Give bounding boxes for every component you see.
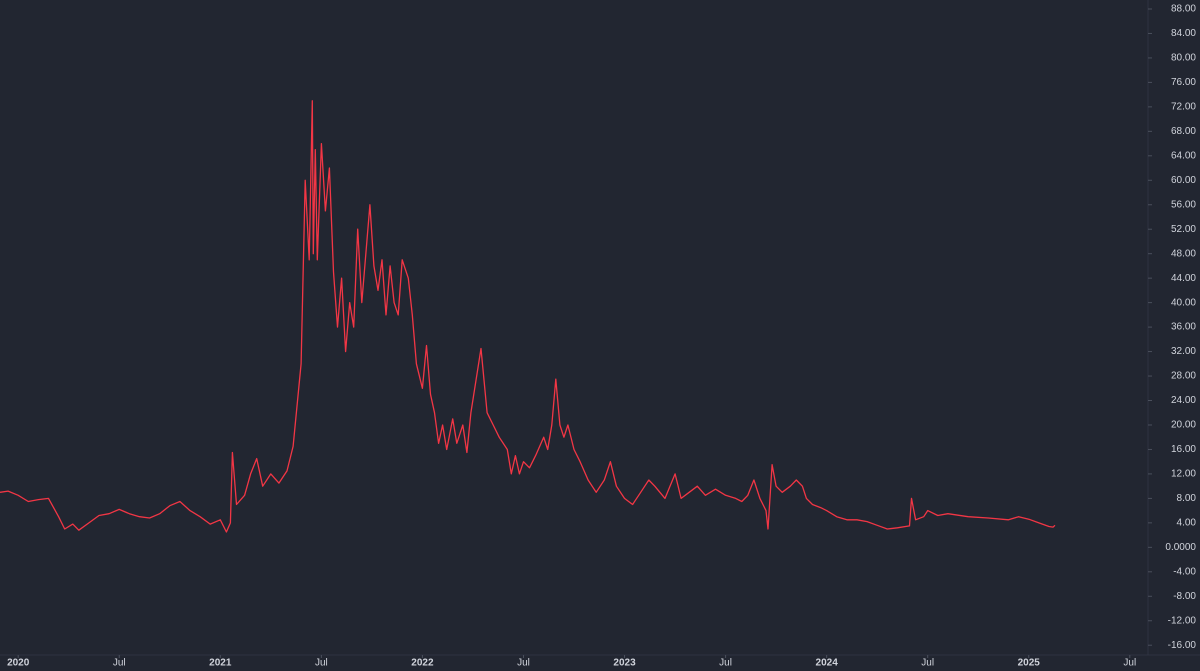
y-tick-label: 88.00 (1171, 4, 1196, 15)
y-tick-label: 72.00 (1171, 102, 1196, 113)
x-tick-label: Jul (1123, 658, 1136, 669)
x-tick-label: 2021 (209, 658, 232, 669)
y-tick-label: 8.00 (1177, 493, 1197, 504)
x-tick-label: Jul (315, 658, 328, 669)
y-tick-label: 68.00 (1171, 126, 1196, 137)
y-tick-label: 24.00 (1171, 395, 1196, 406)
x-tick-label: 2023 (613, 658, 636, 669)
y-tick-label: 52.00 (1171, 224, 1196, 235)
y-tick-label: 16.00 (1171, 444, 1196, 455)
y-tick-label: -8.00 (1173, 591, 1196, 602)
x-tick-label: 2020 (7, 658, 30, 669)
y-tick-label: 40.00 (1171, 297, 1196, 308)
x-tick-label: Jul (113, 658, 126, 669)
y-tick-label: 28.00 (1171, 371, 1196, 382)
y-tick-label: 76.00 (1171, 77, 1196, 88)
price-line (0, 100, 1056, 533)
x-tick-label: 2024 (816, 658, 839, 669)
x-tick-label: Jul (719, 658, 732, 669)
y-tick-label: 20.00 (1171, 420, 1196, 431)
y-tick-label: 48.00 (1171, 248, 1196, 259)
x-tick-label: Jul (517, 658, 530, 669)
y-tick-label: 84.00 (1171, 28, 1196, 39)
y-tick-label: 0.0000 (1165, 542, 1196, 553)
y-tick-label: 64.00 (1171, 150, 1196, 161)
y-tick-label: 36.00 (1171, 322, 1196, 333)
y-tick-label: 4.00 (1177, 518, 1197, 529)
y-tick-label: 12.00 (1171, 469, 1196, 480)
x-tick-label: Jul (921, 658, 934, 669)
y-tick-label: 56.00 (1171, 199, 1196, 210)
x-tick-label: 2025 (1018, 658, 1041, 669)
y-tick-label: -12.00 (1168, 615, 1197, 626)
y-tick-label: 60.00 (1171, 175, 1196, 186)
x-tick-label: 2022 (411, 658, 434, 669)
y-tick-label: 32.00 (1171, 346, 1196, 357)
y-tick-label: -16.00 (1168, 640, 1197, 651)
y-tick-label: 44.00 (1171, 273, 1196, 284)
y-tick-label: 80.00 (1171, 53, 1196, 64)
y-tick-label: -4.00 (1173, 566, 1196, 577)
